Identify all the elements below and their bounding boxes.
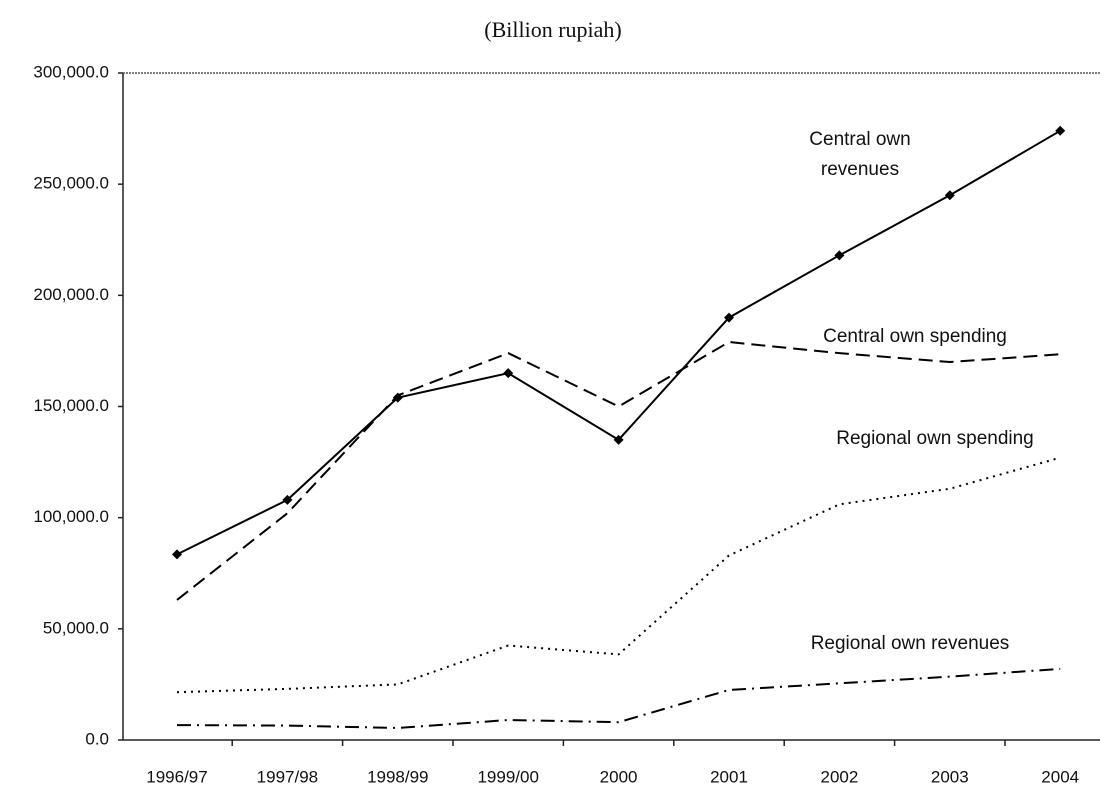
point-marker: [282, 494, 293, 505]
point-marker: [834, 250, 845, 261]
series-line: [176, 340, 1061, 601]
y-tick-label: 100,000.0: [33, 507, 109, 526]
y-tick-label: 0.0: [85, 729, 109, 748]
y-tick-label: 150,000.0: [33, 396, 109, 415]
y-tick-label: 200,000.0: [33, 285, 109, 304]
series-label: Regional own spending: [836, 428, 1034, 449]
point-marker: [724, 312, 734, 323]
point-marker: [613, 434, 624, 445]
chart-title: (Billion rupiah): [484, 17, 621, 42]
point-marker: [172, 549, 182, 560]
x-tick-label: 2000: [600, 767, 638, 786]
series-label: Central own revenues: [809, 129, 911, 180]
series-label: Central own spending: [823, 326, 1007, 347]
x-tick-label: 1996/97: [146, 767, 207, 786]
point-marker: [503, 368, 514, 379]
x-tick-label: 1997/98: [257, 767, 318, 786]
y-tick-label: 300,000.0: [33, 62, 109, 81]
point-marker: [944, 190, 955, 201]
series-line: [176, 667, 1061, 729]
x-tick-label: 1999/00: [477, 767, 538, 786]
series-line: [176, 456, 1061, 694]
x-tick-label: 2004: [1041, 767, 1079, 786]
y-tick-label: 50,000.0: [43, 618, 109, 637]
x-tick-label: 1998/99: [367, 767, 428, 786]
point-marker: [1055, 125, 1066, 136]
series-label: Regional own revenues: [810, 633, 1010, 654]
x-tick-label: 2002: [820, 767, 858, 786]
x-tick-label: 2003: [931, 767, 969, 786]
x-tick-label: 2001: [710, 767, 748, 786]
y-tick-label: 250,000.0: [33, 174, 109, 193]
